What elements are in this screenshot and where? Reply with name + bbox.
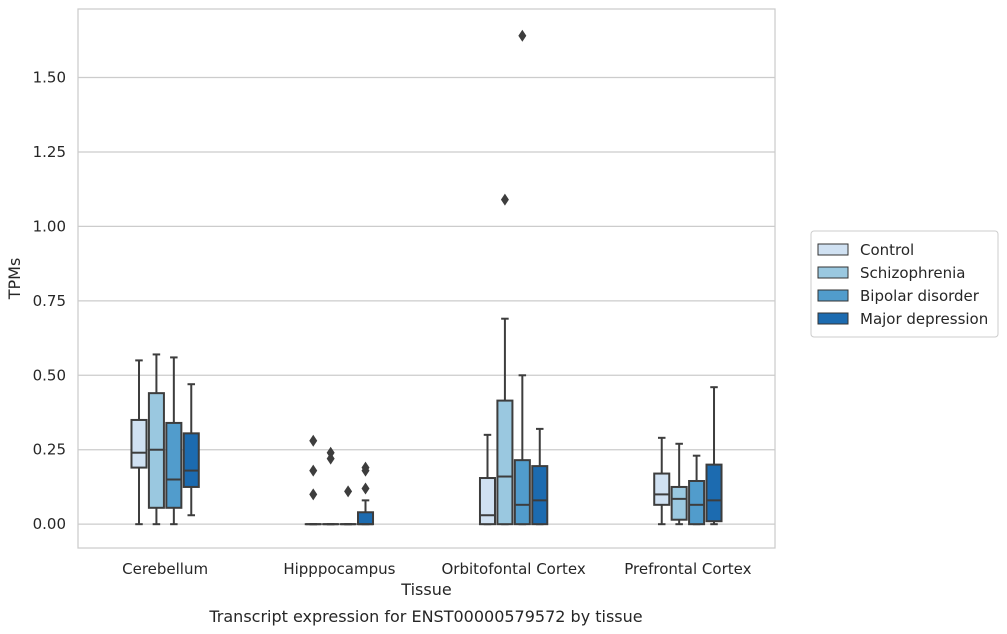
box-bipolar-disorder [165, 356, 183, 526]
box-body [531, 465, 549, 526]
outlier-point [361, 482, 370, 495]
box-major-depression [705, 386, 723, 526]
outlier-point [500, 193, 509, 206]
outlier-point [326, 452, 335, 465]
box-control [304, 434, 322, 526]
legend-label: Major depression [860, 310, 988, 328]
y-tick-label: 0.00 [33, 515, 66, 533]
y-tick-label: 1.25 [33, 143, 66, 161]
box-control [653, 436, 671, 526]
plot-frame [77, 8, 776, 549]
x-tick-label: Prefrontal Cortex [624, 560, 751, 578]
legend-swatch [817, 266, 849, 279]
box-schizophrenia [496, 193, 514, 526]
box-body [670, 485, 688, 521]
box-body [357, 511, 375, 526]
box-body [705, 463, 723, 523]
outlier-point [518, 29, 527, 42]
box-major-depression [357, 461, 375, 526]
box-body [182, 432, 200, 488]
outlier-point [344, 485, 353, 498]
outlier-point [309, 434, 318, 447]
x-tick-label: Hipppocampus [283, 560, 395, 578]
box-plot-area [130, 29, 723, 526]
box-body [653, 472, 671, 506]
box-body [513, 459, 531, 526]
y-tick-labels: 0.00 0.25 0.50 0.75 1.00 1.25 1.50 [33, 68, 66, 533]
y-tick-label: 0.75 [33, 292, 66, 310]
x-tick-label: Cerebellum [122, 560, 208, 578]
box-bipolar-disorder [513, 29, 531, 526]
legend-label: Bipolar disorder [860, 287, 980, 305]
y-axis-label: TPMs [5, 258, 24, 301]
chart-caption: Transcript expression for ENST0000057957… [208, 607, 642, 626]
box-control [478, 433, 497, 526]
box-body [165, 421, 183, 509]
box-major-depression [531, 427, 549, 526]
y-tick-label: 0.25 [33, 441, 66, 459]
box-body [130, 418, 148, 469]
box-control [130, 359, 148, 526]
x-tick-label: Orbitofontal Cortex [442, 560, 586, 578]
y-tick-label: 1.50 [33, 68, 66, 86]
box-schizophrenia [147, 353, 165, 526]
outlier-point [309, 464, 318, 477]
legend-swatch [817, 243, 849, 256]
box-major-depression [182, 383, 200, 517]
outlier-point [361, 464, 370, 477]
box-bipolar-disorder [339, 485, 357, 526]
legend-swatch [817, 289, 849, 302]
grid-lines [78, 76, 775, 525]
x-axis-label: Tissue [400, 580, 451, 599]
y-tick-label: 1.00 [33, 217, 66, 235]
outlier-point [309, 488, 318, 501]
x-tick-labels: Cerebellum Hipppocampus Orbitofontal Corte… [122, 560, 751, 578]
box-schizophrenia [322, 446, 340, 526]
legend-label: Schizophrenia [860, 264, 965, 282]
box-body [496, 399, 514, 526]
y-tick-label: 0.50 [33, 366, 66, 384]
box-bipolar-disorder [688, 454, 706, 526]
box-schizophrenia [670, 442, 688, 526]
legend-label: Control [860, 241, 914, 259]
legend-frame [810, 230, 999, 338]
box-body [478, 477, 497, 526]
legend: Control Schizophrenia Bipolar disorder Majo… [810, 230, 999, 338]
box-body [688, 479, 706, 526]
legend-swatch [817, 312, 849, 325]
